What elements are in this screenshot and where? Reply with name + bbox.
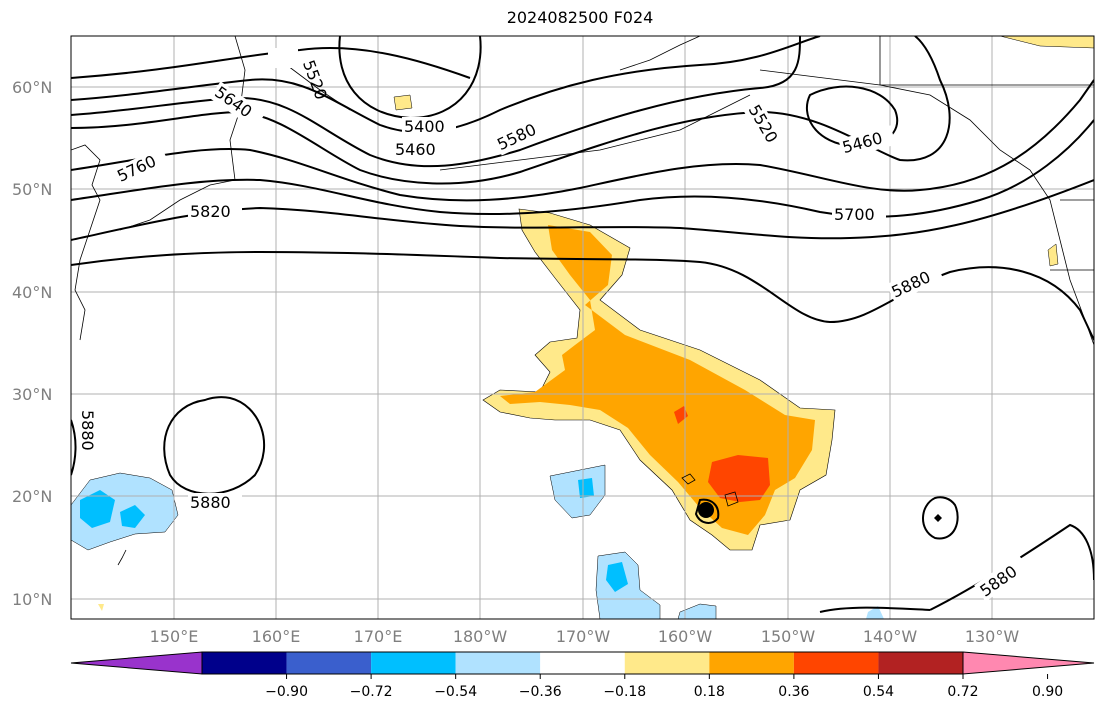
contour-label-5760: 5760 — [114, 151, 159, 185]
lat-label-40n: 40°N — [12, 283, 52, 302]
lon-label-180w: 180°W — [453, 627, 508, 646]
longitude-labels: 150°E 160°E 170°E 180°W 170°W 160°W 150°… — [150, 627, 1020, 646]
latitude-labels: 60°N 50°N 40°N 30°N 20°N 10°N — [12, 78, 52, 609]
colorbar-tick-label: −0.72 — [350, 684, 393, 700]
colorbar-tick-label: 0.54 — [863, 684, 894, 700]
lon-label-130w: 130°W — [965, 627, 1020, 646]
map-title: 2024082500 F024 — [506, 8, 654, 27]
lon-label-150w: 150°W — [761, 627, 816, 646]
lon-label-160w: 160°W — [658, 627, 713, 646]
colorbar-segment — [455, 652, 541, 674]
lon-label-140w: 140°W — [863, 627, 918, 646]
colorbar-outline — [201, 651, 964, 675]
colorbar-tick-label: 0.72 — [947, 684, 978, 700]
lon-label-150e: 150°E — [150, 627, 199, 646]
lat-label-30n: 30°N — [12, 385, 52, 404]
lat-label-20n: 20°N — [12, 487, 52, 506]
negative-anomaly-region-south — [595, 551, 661, 619]
graticule — [71, 36, 1094, 619]
contour-label-5520-east: 5520 — [745, 101, 782, 146]
colorbar-tick-label: −0.36 — [519, 684, 562, 700]
contour-label-5700: 5700 — [834, 205, 875, 224]
colorbar-tick-label: 0.18 — [694, 684, 725, 700]
colorbar-segment — [286, 652, 372, 674]
shading-layer — [71, 36, 1094, 619]
contour-label-5460-west: 5460 — [395, 140, 436, 159]
contour-label-5820: 5820 — [190, 202, 231, 221]
colorbar-segment — [202, 652, 287, 674]
contour-label-5880-northeast: 5880 — [889, 267, 934, 301]
lon-label-170w: 170°W — [556, 627, 611, 646]
colorbar-extend-high — [962, 651, 1095, 675]
lat-label-60n: 60°N — [12, 78, 52, 97]
coastlines — [71, 36, 1094, 566]
colorbar-segment — [709, 652, 794, 674]
colorbar-segment — [371, 652, 456, 674]
contour-label-5400: 5400 — [404, 117, 445, 136]
colorbar-tick-label: 0.36 — [778, 684, 809, 700]
colorbar-segment — [540, 652, 625, 674]
colorbar-extend-low — [70, 651, 203, 675]
contour-label-5580: 5580 — [494, 120, 539, 154]
contour-label-5880-west-edge: 5880 — [78, 410, 97, 451]
colorbar-tick-label: −0.18 — [603, 684, 646, 700]
colorbar: −0.90 −0.72 −0.54 −0.36 −0.18 0.18 0.36 0.54 0.7… — [70, 651, 1095, 700]
colorbar-segment — [793, 652, 879, 674]
colorbar-tick-label: 0.90 — [1032, 684, 1063, 700]
map-frame — [70, 35, 1095, 620]
high-center-markers — [698, 502, 942, 522]
lon-label-170e: 170°E — [354, 627, 403, 646]
negative-anomaly-region-central — [549, 464, 606, 519]
lon-label-160e: 160°E — [252, 627, 301, 646]
lat-label-50n: 50°N — [12, 180, 52, 199]
contour-label-5520-west: 5520 — [299, 57, 331, 102]
strong-anomaly-region — [708, 455, 770, 502]
contour-label-group: 5520 5640 5400 5460 5580 5520 5460 5760 … — [77, 48, 1030, 602]
colorbar-segment — [878, 652, 963, 674]
colorbar-tick-label: −0.90 — [265, 684, 308, 700]
lat-label-10n: 10°N — [12, 590, 52, 609]
colorbar-segment — [624, 652, 710, 674]
colorbar-tick-label: −0.54 — [434, 684, 477, 700]
contour-label-5880-southwest: 5880 — [190, 493, 231, 512]
